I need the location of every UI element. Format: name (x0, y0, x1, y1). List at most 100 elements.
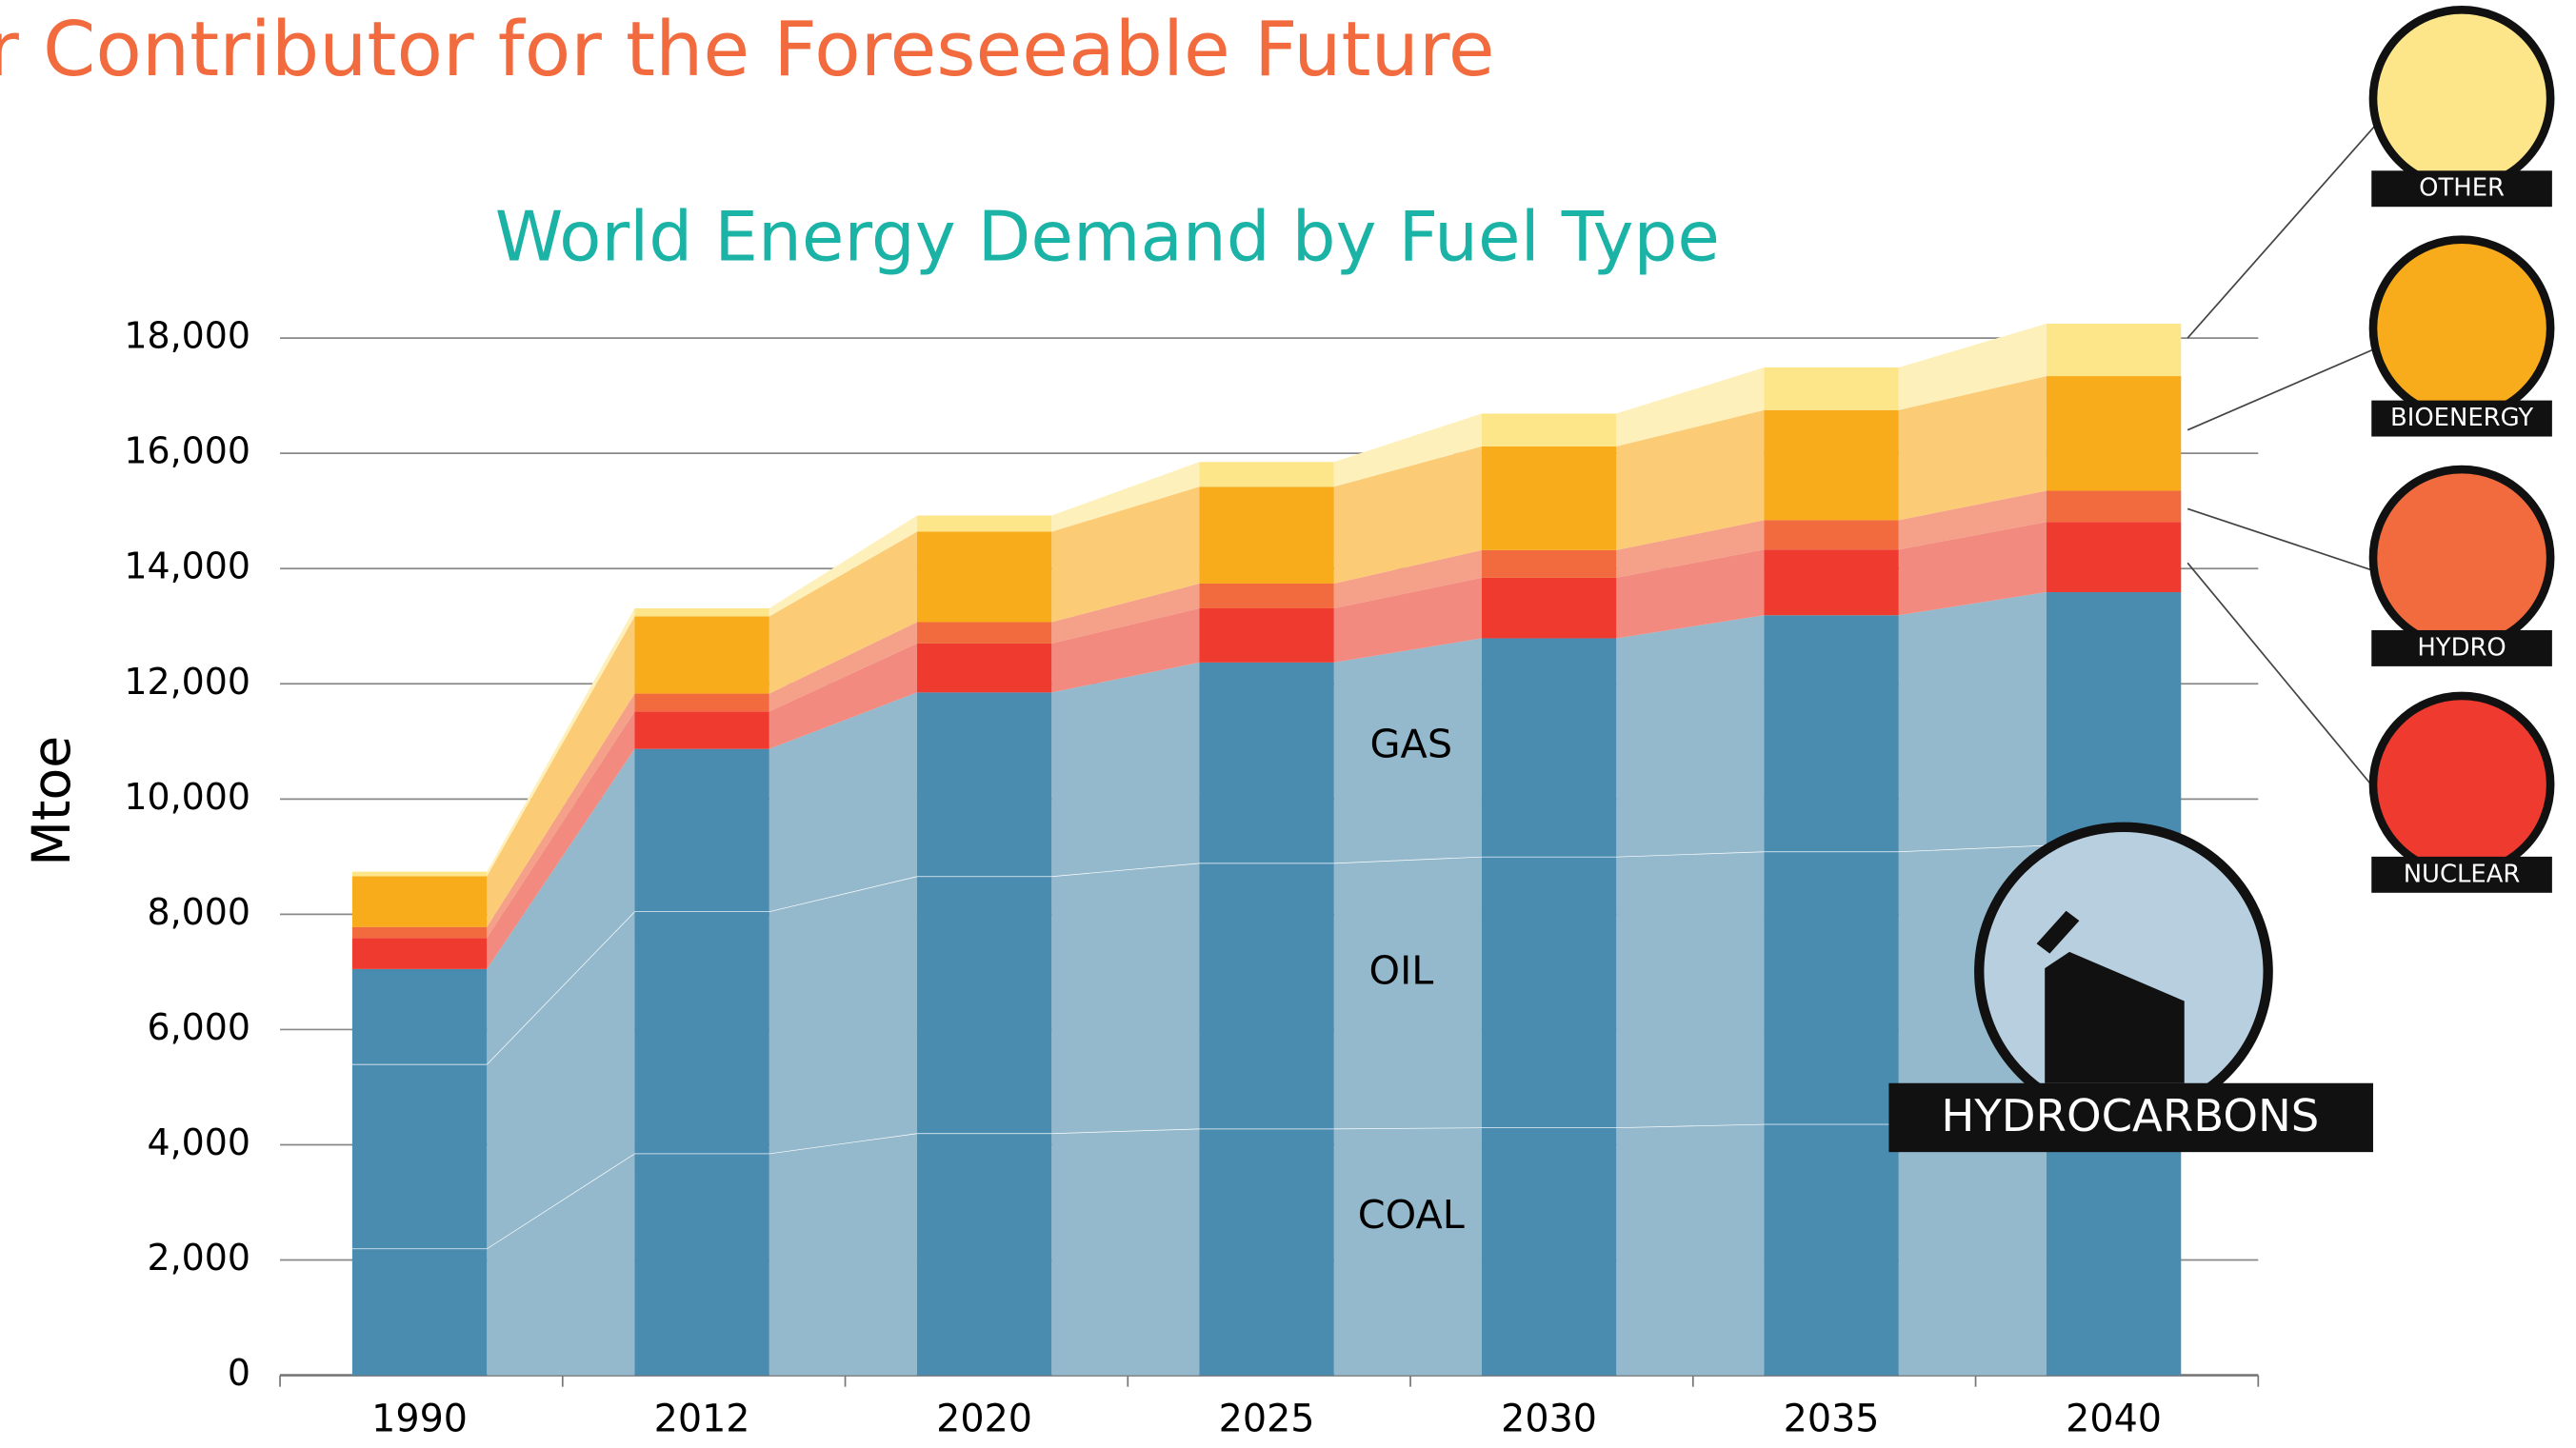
connector-area (1333, 856, 1482, 1129)
bar-segment (1481, 549, 1617, 578)
bar-segment (916, 876, 1052, 1134)
bar-segment (1481, 446, 1617, 550)
connector-area (1051, 863, 1200, 1134)
bar-segment (634, 911, 769, 1154)
icon-badge (2368, 465, 2555, 651)
connector-area (1616, 520, 1765, 578)
icon-ribbon (2371, 856, 2552, 893)
connector-area (1616, 409, 1765, 550)
icon-ribbon (2371, 400, 2552, 437)
series-divider (1333, 856, 1482, 864)
bar-segment (2046, 376, 2182, 491)
bar-segment (1199, 607, 1334, 663)
bar-segment (634, 693, 769, 712)
bar-segment (1764, 615, 1899, 852)
bar-segment (916, 622, 1052, 644)
bar-segment (1199, 486, 1334, 584)
connector-area (1898, 376, 2047, 521)
bar-segment (351, 876, 488, 927)
bar-segment (916, 692, 1052, 877)
bar-segment (2046, 490, 2182, 523)
connector-area (487, 1153, 635, 1376)
connector-area (769, 531, 917, 694)
series-label: GAS (1369, 721, 1452, 766)
bar-segment (916, 1133, 1052, 1376)
icon-ribbon (1888, 1082, 2373, 1153)
connector-area (487, 693, 635, 939)
connector-area (1333, 446, 1482, 584)
y-tick-label: 18,000 (124, 315, 250, 357)
bar-segment (1764, 520, 1899, 550)
bar-segment (1481, 1127, 1617, 1376)
bar-segment (1764, 367, 1899, 410)
connector-area (1616, 367, 1765, 446)
bar-segment (634, 1153, 769, 1376)
connector-area (769, 692, 917, 912)
connector-area (1051, 462, 1200, 532)
pumpjack (2036, 910, 2185, 1083)
connector-area (1333, 1127, 1482, 1376)
icon-label: HYDRO (2417, 633, 2506, 662)
connector-area (1616, 851, 1765, 1128)
icon-label: NUCLEAR (2404, 860, 2521, 888)
y-tick-label: 12,000 (124, 661, 250, 703)
bar-segment (2046, 323, 2182, 377)
connector-area (1051, 583, 1200, 644)
icon-badge (2368, 235, 2555, 422)
bar-segment (1481, 413, 1617, 446)
bar-segment (351, 938, 488, 969)
leader-line (2187, 344, 2386, 431)
connector-area (769, 622, 917, 712)
x-tick-label: 2020 (936, 1397, 1032, 1440)
connector-area (1616, 1123, 1765, 1376)
x-tick-label: 2035 (1784, 1397, 1880, 1440)
y-axis-label: Mtoe (22, 736, 83, 866)
connector-area (1616, 615, 1765, 857)
bar-segment (916, 643, 1052, 693)
bar-segment (2046, 592, 2182, 845)
connector-area (1898, 522, 2047, 616)
bar-segment (1764, 1123, 1899, 1376)
series-divider (1898, 844, 2047, 853)
x-tick-label: 2025 (1219, 1397, 1315, 1440)
chart-title: World Energy Demand by Fuel Type (495, 197, 1720, 277)
x-tick-label: 2030 (1501, 1397, 1597, 1440)
bar-segment (1199, 1128, 1334, 1376)
leader-line (2187, 507, 2386, 576)
bar-segment (1481, 856, 1617, 1128)
bar-segment (916, 515, 1052, 532)
bar-segment (916, 531, 1052, 623)
connector-area (1333, 577, 1482, 663)
connector-area (1898, 490, 2047, 550)
connector-area (1333, 413, 1482, 487)
bar-segment (634, 607, 769, 617)
connector-area (769, 515, 917, 617)
connector-area (1898, 592, 2047, 852)
icon-badge (2368, 691, 2555, 878)
connector-area (1898, 323, 2047, 410)
y-tick-label: 8,000 (147, 891, 250, 933)
connector-area (1333, 638, 1482, 863)
y-tick-label: 10,000 (124, 776, 250, 818)
icon-ribbon (2371, 170, 2552, 208)
connector-area (487, 711, 635, 969)
page-title: r Contributor for the Foreseeable Future (0, 5, 1494, 93)
y-tick-label: 4,000 (147, 1121, 250, 1163)
y-tick-label: 0 (228, 1352, 250, 1394)
y-tick-label: 14,000 (124, 545, 250, 587)
y-tick-label: 16,000 (124, 430, 250, 472)
leader-line (2187, 562, 2386, 802)
connector-area (1616, 549, 1765, 639)
bar-segment (351, 1248, 488, 1376)
bar-segment (1764, 549, 1899, 616)
y-tick-label: 2,000 (147, 1237, 250, 1279)
bar-segment (351, 968, 488, 1064)
connector-area (487, 911, 635, 1249)
connector-area (1898, 1121, 2047, 1376)
series-label: COAL (1358, 1192, 1465, 1238)
connector-area (1051, 486, 1200, 623)
icon-badge (2368, 6, 2555, 191)
icon-label: OTHER (2419, 174, 2505, 203)
bar-segment (1481, 577, 1617, 639)
